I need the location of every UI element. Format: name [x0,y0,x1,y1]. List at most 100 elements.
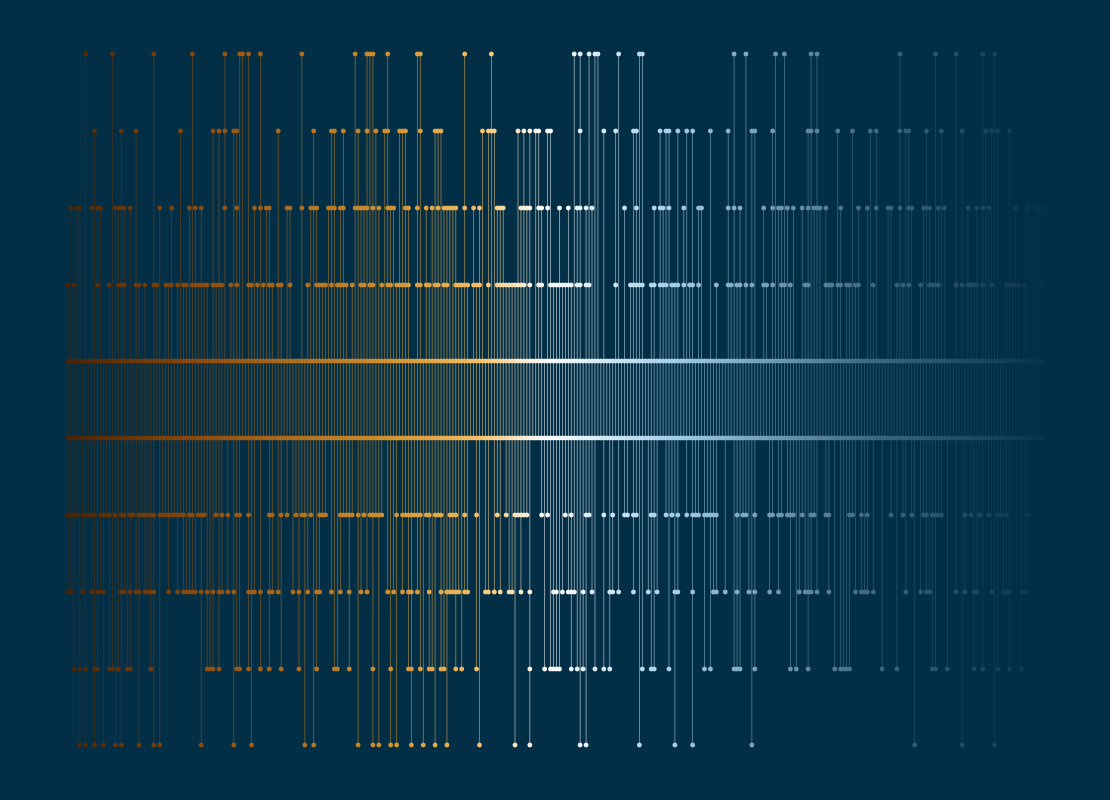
dot [189,51,195,57]
dot [959,282,965,288]
dot [497,589,503,595]
dot [225,512,231,518]
dot [136,742,142,748]
dot [258,51,263,57]
dot [850,512,855,518]
dot [823,205,829,211]
dot [166,589,172,595]
dot [154,282,160,288]
dot [364,589,370,595]
dot [121,282,127,288]
dot [112,512,118,518]
dot [403,128,408,134]
dot [258,589,263,595]
dot [663,512,669,518]
dot [95,282,100,288]
dot [311,128,317,134]
dot [332,128,337,134]
dot [835,128,841,134]
dot [799,205,805,211]
dot [651,282,657,288]
dot [983,128,989,134]
dot [426,512,432,518]
dot [583,205,589,211]
dot [337,589,343,595]
dot [897,205,903,211]
dot [456,589,462,595]
dot [690,589,696,595]
dot [826,512,832,518]
dot [666,205,672,211]
dot [370,205,376,211]
dot [826,589,832,595]
dot [222,128,228,134]
dot [527,205,533,211]
dot [335,666,340,672]
dot [903,589,909,595]
dot [690,742,696,748]
dot [477,282,482,288]
dot [148,666,154,672]
dot [216,666,222,672]
dot [927,589,932,595]
dot [879,666,885,672]
dot [311,742,317,748]
dot [438,512,444,518]
dot [699,205,704,211]
dot [521,128,527,134]
dot [477,205,482,211]
dot [675,128,681,134]
dot [323,512,328,518]
dot [527,666,533,672]
dot [918,282,924,288]
dot [68,205,74,211]
dot [595,51,601,57]
dot [542,666,548,672]
dot [225,589,231,595]
dot [136,589,142,595]
dot [474,512,479,518]
dot [586,282,592,288]
dot [477,742,482,748]
dot [737,666,743,672]
dot [355,128,361,134]
dot [725,205,731,211]
dot [761,205,767,211]
dot [690,128,696,134]
dot [586,512,592,518]
dot [536,128,542,134]
dot [953,51,959,57]
dot [767,589,773,595]
dot [577,128,583,134]
dot [269,512,275,518]
dot [770,512,775,518]
dot [435,282,441,288]
dot [864,589,870,595]
dot [847,282,852,288]
dot [986,205,992,211]
dot [906,282,912,288]
dot [231,742,237,748]
dot [989,128,995,134]
dot [864,512,870,518]
dot [370,282,376,288]
dot [414,589,420,595]
dots-layer [65,51,1045,748]
dot [918,589,924,595]
dot [808,589,814,595]
dot [252,589,257,595]
dot [394,742,400,748]
dot [346,666,352,672]
dot [639,51,645,57]
dot [127,589,133,595]
dot [175,589,180,595]
dot [864,205,870,211]
dot [776,589,781,595]
dot [965,205,971,211]
dot [370,51,376,57]
dot [488,51,494,57]
dot [935,282,941,288]
dot [77,205,83,211]
dot [429,666,435,672]
dot [370,742,376,748]
